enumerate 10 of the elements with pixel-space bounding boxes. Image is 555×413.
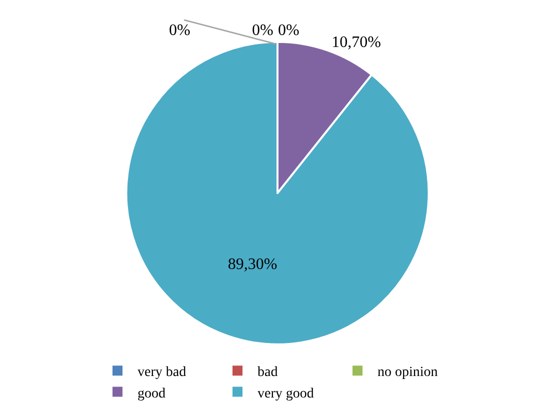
legend-label: good xyxy=(138,386,166,402)
legend-label: very good xyxy=(258,386,314,402)
text: 0% xyxy=(278,22,300,39)
legend-label: bad xyxy=(258,365,278,380)
data-label: 10,70% xyxy=(332,34,381,52)
data-label: 89,30% xyxy=(228,256,278,273)
text: 0% xyxy=(169,22,190,39)
legend-label: very bad xyxy=(138,365,186,380)
text: 0% xyxy=(252,22,274,39)
legend-label: no opinion xyxy=(378,365,438,380)
